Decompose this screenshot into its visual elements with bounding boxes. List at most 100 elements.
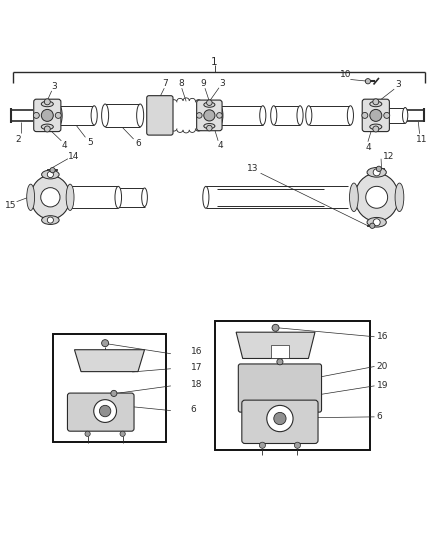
Ellipse shape <box>102 104 109 127</box>
Ellipse shape <box>204 124 215 128</box>
Circle shape <box>55 112 61 118</box>
Text: 6: 6 <box>377 413 382 422</box>
FancyBboxPatch shape <box>67 393 134 431</box>
Text: 16: 16 <box>377 332 388 341</box>
Circle shape <box>370 223 375 229</box>
Bar <box>215 321 370 450</box>
Circle shape <box>272 324 279 332</box>
FancyBboxPatch shape <box>34 99 61 132</box>
Ellipse shape <box>204 102 215 107</box>
Circle shape <box>373 219 380 226</box>
Circle shape <box>362 112 368 118</box>
Circle shape <box>111 390 117 397</box>
Text: 14: 14 <box>67 151 79 160</box>
Circle shape <box>373 169 380 176</box>
Ellipse shape <box>42 216 59 224</box>
FancyBboxPatch shape <box>147 96 173 135</box>
Text: 4: 4 <box>365 143 371 152</box>
Ellipse shape <box>41 101 53 107</box>
Text: 18: 18 <box>191 381 202 389</box>
Text: 16: 16 <box>191 347 202 356</box>
Ellipse shape <box>370 124 382 130</box>
Text: 1: 1 <box>211 57 218 67</box>
Text: 19: 19 <box>377 381 388 390</box>
Text: 11: 11 <box>416 135 427 144</box>
Ellipse shape <box>370 101 382 107</box>
Text: 10: 10 <box>340 70 352 79</box>
Text: 3: 3 <box>395 80 401 89</box>
Circle shape <box>207 125 212 131</box>
Circle shape <box>294 442 300 448</box>
Text: 6: 6 <box>135 139 141 148</box>
Ellipse shape <box>347 106 353 125</box>
Ellipse shape <box>260 106 266 125</box>
Text: 2: 2 <box>16 134 21 143</box>
Circle shape <box>41 188 60 207</box>
Circle shape <box>99 405 111 417</box>
Circle shape <box>41 109 53 122</box>
Text: 9: 9 <box>201 79 207 88</box>
Ellipse shape <box>297 106 303 125</box>
Text: 5: 5 <box>87 138 93 147</box>
Circle shape <box>197 112 202 118</box>
Text: 4: 4 <box>62 141 67 150</box>
Circle shape <box>267 406 293 432</box>
Ellipse shape <box>31 175 70 219</box>
FancyBboxPatch shape <box>238 364 321 412</box>
Circle shape <box>376 166 381 172</box>
Circle shape <box>274 413 286 425</box>
Bar <box>271 345 289 359</box>
Ellipse shape <box>115 187 121 208</box>
Circle shape <box>277 359 283 365</box>
Ellipse shape <box>41 124 53 130</box>
Polygon shape <box>236 332 315 359</box>
FancyBboxPatch shape <box>197 100 222 131</box>
Ellipse shape <box>91 106 97 125</box>
Ellipse shape <box>383 108 388 123</box>
Circle shape <box>370 109 382 122</box>
Circle shape <box>44 99 50 105</box>
Circle shape <box>47 172 53 177</box>
Bar <box>53 334 166 442</box>
Ellipse shape <box>66 184 74 211</box>
Circle shape <box>44 126 50 132</box>
Text: 20: 20 <box>377 362 388 371</box>
Ellipse shape <box>271 106 277 125</box>
Text: 3: 3 <box>51 82 57 91</box>
Ellipse shape <box>142 188 148 207</box>
Ellipse shape <box>367 217 386 227</box>
Circle shape <box>33 112 39 118</box>
FancyBboxPatch shape <box>242 400 318 443</box>
Polygon shape <box>74 350 145 372</box>
Ellipse shape <box>367 167 386 177</box>
Circle shape <box>204 110 215 121</box>
Ellipse shape <box>306 106 312 125</box>
Text: 3: 3 <box>219 79 225 88</box>
Text: 17: 17 <box>191 363 202 372</box>
Ellipse shape <box>42 170 59 179</box>
Ellipse shape <box>56 106 62 125</box>
Circle shape <box>384 112 390 118</box>
Text: 13: 13 <box>247 164 259 173</box>
Text: 15: 15 <box>5 201 17 209</box>
Ellipse shape <box>137 104 144 127</box>
Ellipse shape <box>403 108 408 123</box>
Circle shape <box>102 340 109 346</box>
Circle shape <box>373 126 379 132</box>
Circle shape <box>94 400 117 423</box>
Text: 12: 12 <box>383 152 395 161</box>
Circle shape <box>373 99 379 105</box>
Ellipse shape <box>27 184 35 211</box>
Ellipse shape <box>395 183 404 212</box>
Circle shape <box>217 112 222 118</box>
Circle shape <box>47 217 53 223</box>
Text: 7: 7 <box>162 79 168 88</box>
Ellipse shape <box>350 183 358 212</box>
Circle shape <box>366 187 388 208</box>
FancyBboxPatch shape <box>362 99 389 132</box>
Circle shape <box>365 78 371 84</box>
Text: 8: 8 <box>178 79 184 88</box>
Circle shape <box>259 442 265 448</box>
Circle shape <box>50 167 55 173</box>
Circle shape <box>120 431 125 437</box>
